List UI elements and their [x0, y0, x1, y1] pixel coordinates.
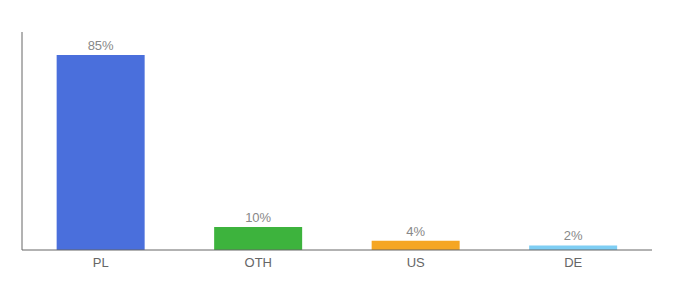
svg-text:85%: 85%	[88, 38, 114, 53]
svg-text:4%: 4%	[406, 224, 425, 239]
svg-text:US: US	[407, 255, 425, 270]
svg-text:OTH: OTH	[245, 255, 272, 270]
svg-text:10%: 10%	[245, 210, 271, 225]
svg-text:PL: PL	[93, 255, 109, 270]
svg-text:2%: 2%	[564, 228, 583, 243]
svg-text:DE: DE	[564, 255, 582, 270]
